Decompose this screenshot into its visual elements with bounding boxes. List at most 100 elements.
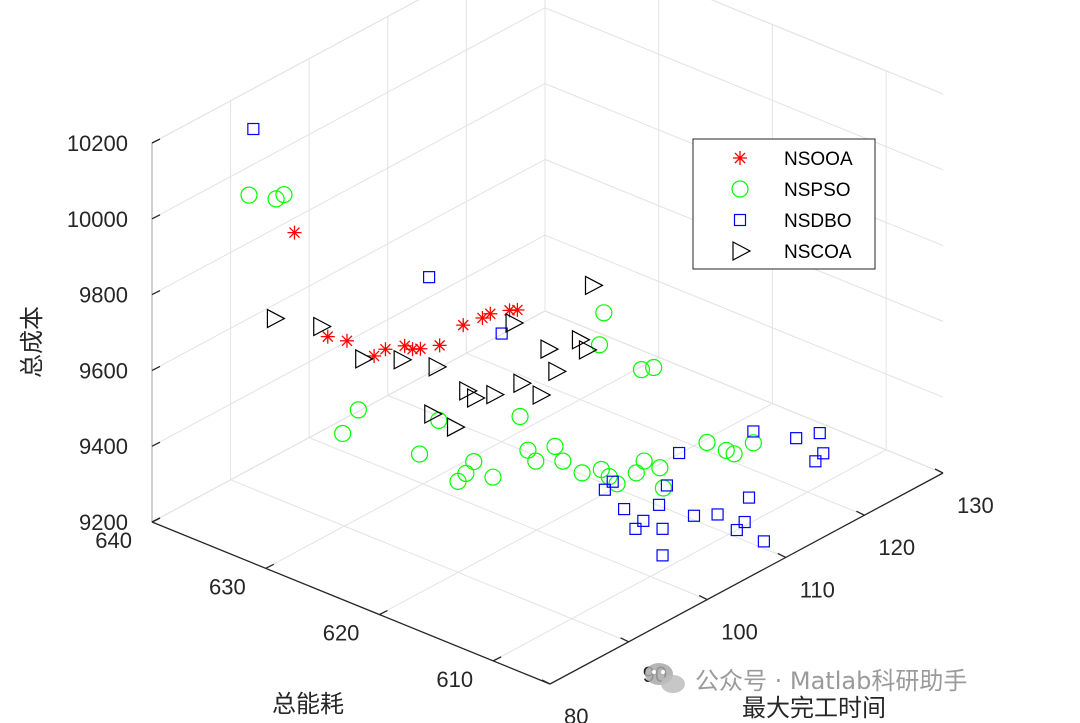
- y-tick-label: 610: [436, 667, 473, 692]
- x-tick-label: 110: [800, 577, 835, 602]
- data-point: [548, 361, 568, 382]
- data-point: [817, 447, 830, 460]
- data-point: [465, 453, 483, 471]
- data-point: [595, 304, 613, 322]
- data-point: [275, 186, 293, 204]
- data-point: [617, 502, 631, 516]
- data-point: [598, 483, 611, 496]
- data-point: [510, 302, 525, 317]
- data-point: [744, 434, 762, 452]
- x-tick-label: 80: [564, 704, 588, 723]
- data-point: [673, 446, 686, 460]
- grid-line-z-sidewall: [544, 7, 944, 171]
- data-point: [790, 432, 803, 445]
- data-point: [554, 452, 572, 470]
- z-tick-mark: [151, 365, 161, 371]
- data-point: [457, 464, 475, 483]
- x-tick-mark: [620, 637, 629, 643]
- x-tick-mark: [934, 468, 944, 474]
- z-tick-mark: [151, 214, 161, 220]
- watermark-text: 公众号 · Matlab科研助手: [695, 667, 967, 695]
- legend-label: NSDBO: [784, 211, 852, 232]
- grid-line-z-sidewall: [544, 310, 944, 474]
- z-tick-mark: [151, 441, 161, 447]
- data-point: [637, 514, 650, 527]
- data-point: [651, 459, 669, 477]
- legend: NSOOA NSPSO NSDBO NSCOA: [692, 138, 876, 270]
- y-axis-label: 总能耗: [272, 690, 344, 718]
- data-point: [656, 549, 669, 562]
- axes-frame: [151, 138, 944, 685]
- data-point: [486, 384, 506, 405]
- y-axis-line: [151, 521, 551, 685]
- data-point: [378, 342, 393, 357]
- z-tick-label: 9400: [79, 434, 128, 459]
- legend-box: [692, 138, 876, 270]
- data-point: [532, 385, 552, 405]
- z-tick-label: 9600: [79, 358, 128, 383]
- watermark: 公众号 · Matlab科研助手: [645, 663, 967, 695]
- legend-marker: [733, 151, 747, 165]
- data-point: [320, 329, 335, 344]
- data-point: [430, 411, 448, 429]
- x-axis-line: [549, 472, 944, 685]
- data-point: [584, 275, 604, 296]
- data-point: [809, 455, 822, 468]
- data-point: [725, 445, 743, 463]
- data-point: [654, 479, 672, 497]
- series-nscoa: [266, 275, 604, 438]
- series-nspso: [240, 186, 762, 497]
- box-edge-back-top: [151, 0, 420, 144]
- z-tick-label: 9800: [79, 283, 128, 308]
- x-tick-mark: [698, 595, 708, 601]
- data-point: [717, 441, 735, 460]
- legend-label: NSPSO: [784, 180, 851, 201]
- data-point: [424, 404, 444, 425]
- data-point: [483, 306, 498, 321]
- data-point: [495, 327, 508, 340]
- data-point: [730, 523, 743, 537]
- data-point: [339, 333, 354, 348]
- series-nsooa: [287, 225, 525, 363]
- data-point: [313, 316, 333, 337]
- data-point: [511, 407, 529, 426]
- grid-line-z-backwall: [151, 310, 546, 523]
- z-tick-label: 10000: [67, 207, 128, 232]
- data-point: [505, 313, 525, 334]
- grid-line-x-floor: [230, 479, 629, 643]
- legend-marker: [732, 241, 752, 261]
- data-point: [546, 437, 564, 455]
- data-point: [240, 186, 258, 204]
- grid-line-z-sidewall: [710, 0, 944, 95]
- data-point: [627, 464, 645, 482]
- data-point: [475, 310, 490, 325]
- x-tick-mark: [856, 510, 865, 516]
- legend-item-nsooa: NSOOA: [733, 149, 853, 170]
- legend-label: NSOOA: [784, 149, 853, 170]
- grid-line-z-sidewall: [544, 234, 944, 398]
- data-point: [813, 426, 826, 440]
- data-point: [287, 225, 302, 240]
- data-point: [456, 318, 471, 333]
- z-tick-label: 9200: [79, 510, 128, 535]
- grid-line-y-floor: [265, 356, 659, 569]
- grid-line-x-floor: [466, 352, 865, 516]
- data-point: [484, 468, 502, 486]
- z-tick-mark: [151, 290, 161, 296]
- data-point: [367, 348, 382, 363]
- y-tick-label: 640: [95, 528, 132, 553]
- data-point: [698, 433, 716, 452]
- data-points: [240, 122, 830, 562]
- data-point: [355, 348, 374, 369]
- data-point: [656, 522, 669, 535]
- legend-marker: [733, 213, 747, 227]
- grid-line-y-floor: [492, 449, 887, 662]
- z-axis-label: 总成本: [18, 306, 46, 378]
- data-point: [428, 356, 448, 377]
- data-point: [687, 509, 701, 522]
- data-point: [466, 387, 486, 408]
- legend-item-nsdbo: NSDBO: [733, 211, 852, 232]
- series-nsdbo: [247, 122, 830, 562]
- data-point: [432, 338, 447, 353]
